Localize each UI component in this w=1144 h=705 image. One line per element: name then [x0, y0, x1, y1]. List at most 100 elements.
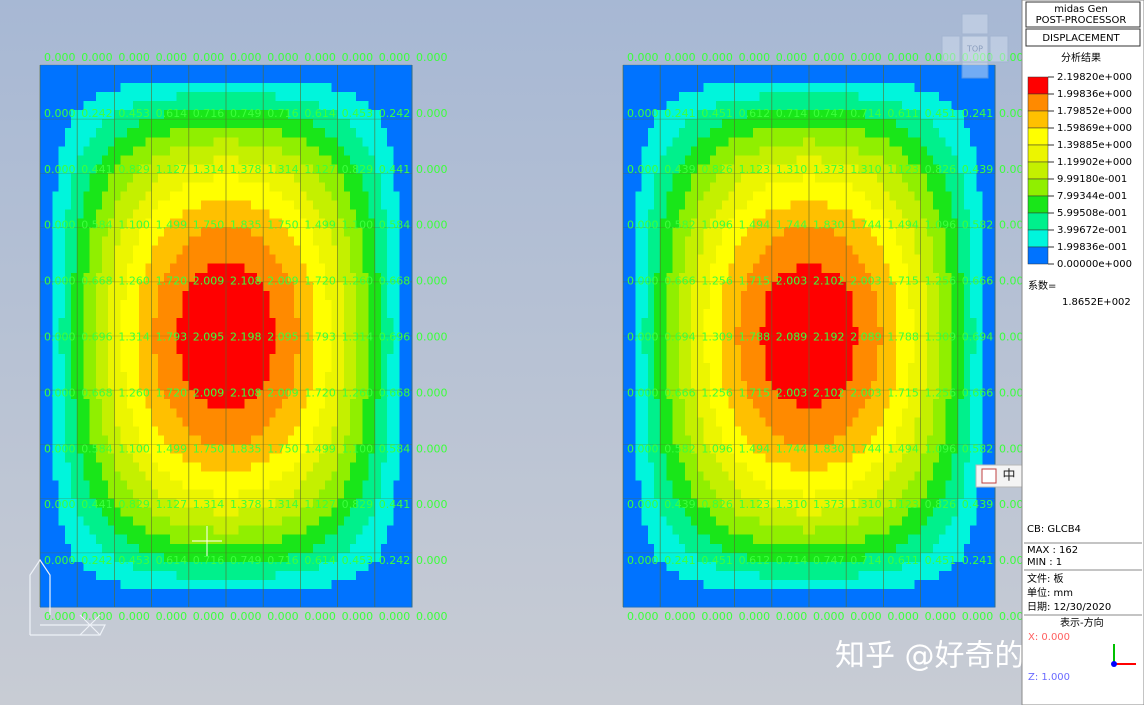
contour-cell	[89, 381, 97, 391]
contour-cell	[319, 92, 326, 102]
contour-cell	[405, 146, 413, 156]
contour-cell	[58, 489, 66, 500]
contour-cell	[164, 92, 171, 102]
contour-cell	[275, 372, 283, 382]
contour-cell	[288, 272, 295, 283]
contour-cell	[902, 218, 909, 229]
contour-cell	[281, 92, 289, 102]
contour-cell	[678, 200, 686, 211]
contour-cell	[368, 218, 376, 229]
contour-cell	[833, 191, 841, 202]
contour-cell	[300, 173, 308, 184]
contour-cell	[312, 191, 320, 202]
contour-cell	[201, 588, 208, 599]
contour-cell	[226, 390, 233, 400]
contour-cell	[269, 254, 277, 265]
contour-cell	[294, 579, 301, 590]
contour-cell	[809, 146, 816, 156]
contour-cell	[635, 83, 643, 93]
contour-cell	[641, 128, 649, 138]
contour-cell	[325, 119, 332, 129]
contour-cell	[102, 209, 109, 220]
node-value: 2.108	[230, 275, 262, 288]
contour-cell	[672, 254, 680, 265]
contour-cell	[703, 74, 711, 84]
contour-cell	[889, 101, 897, 111]
contour-cell	[399, 363, 407, 373]
contour-cell	[250, 336, 258, 346]
contour-cell	[740, 101, 748, 111]
contour-cell	[623, 209, 630, 220]
contour-cell	[393, 498, 401, 509]
node-value: 1.793	[156, 331, 188, 344]
contour-cell	[219, 471, 227, 482]
contour-cell	[201, 597, 208, 608]
contour-cell	[771, 209, 779, 220]
contour-cell	[195, 299, 202, 310]
contour-cell	[170, 254, 177, 265]
contour-cell	[250, 408, 258, 418]
contour-cell	[629, 227, 636, 238]
contour-cell	[244, 363, 252, 373]
contour-cell	[151, 200, 159, 211]
contour-cell	[350, 552, 357, 563]
contour-cell	[356, 354, 363, 364]
contour-cell	[201, 245, 208, 256]
contour-cell	[226, 426, 233, 436]
contour-cell	[337, 83, 345, 93]
contour-cell	[982, 155, 990, 165]
contour-cell	[120, 489, 128, 500]
contour-cell	[405, 290, 413, 301]
contour-cell	[46, 128, 53, 138]
contour-cell	[753, 272, 760, 283]
contour-cell	[46, 110, 53, 120]
contour-cell	[926, 74, 934, 84]
contour-cell	[120, 191, 128, 202]
contour-cell	[238, 498, 246, 509]
contour-cell	[356, 372, 363, 382]
contour-cell	[405, 119, 413, 129]
contour-cell	[219, 299, 227, 310]
contour-cell	[257, 65, 264, 75]
contour-cell	[77, 372, 84, 382]
contour-cell	[399, 552, 407, 563]
contour-cell	[765, 137, 773, 147]
contour-cell	[802, 155, 810, 165]
contour-cell	[331, 74, 339, 84]
contour-cell	[300, 417, 308, 427]
contour-cell	[83, 236, 91, 247]
contour-cell	[883, 191, 891, 202]
contour-cell	[219, 534, 227, 545]
contour-cell	[226, 146, 233, 156]
contour-cell	[151, 299, 159, 310]
contour-cell	[58, 381, 66, 391]
contour-cell	[188, 426, 196, 436]
contour-cell	[356, 308, 363, 319]
contour-cell	[306, 516, 314, 527]
contour-cell	[64, 597, 72, 608]
contour-cell	[89, 525, 97, 536]
contour-cell	[188, 345, 196, 355]
contour-cell	[250, 462, 258, 473]
contour-cell	[257, 236, 264, 247]
contour-cell	[734, 227, 742, 238]
contour-cell	[840, 74, 847, 84]
contour-cell	[300, 435, 308, 445]
contour-cell	[759, 155, 767, 165]
contour-cell	[734, 209, 742, 220]
contour-cell	[275, 435, 283, 445]
contour-cell	[976, 191, 984, 202]
contour-cell	[405, 543, 413, 554]
contour-cell	[89, 209, 97, 220]
contour-cell	[232, 290, 239, 301]
contour-cell	[263, 435, 270, 445]
contour-cell	[362, 290, 370, 301]
contour-cell	[145, 308, 153, 319]
contour-cell	[765, 272, 773, 283]
contour-cell	[244, 290, 252, 301]
contour-cell	[126, 597, 134, 608]
contour-cell	[399, 254, 407, 265]
contour-cell	[709, 164, 717, 174]
contour-cell	[871, 155, 878, 165]
contour-cell	[685, 245, 692, 256]
